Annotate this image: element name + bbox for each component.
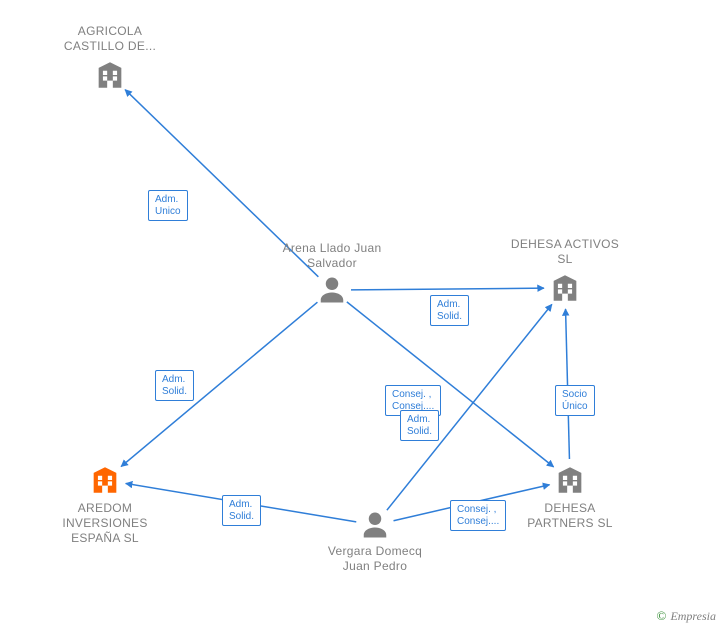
- node-label: AREDOM INVERSIONES ESPAÑA SL: [50, 501, 160, 546]
- building-icon: [93, 58, 127, 92]
- graph-edge: [566, 309, 570, 459]
- graph-edge: [347, 302, 554, 467]
- graph-node[interactable]: AREDOM INVERSIONES ESPAÑA SL: [50, 463, 160, 546]
- edge-label: Adm. Solid.: [400, 410, 439, 441]
- node-label: Arena Llado Juan Salvador: [277, 241, 387, 271]
- person-icon: [317, 275, 347, 305]
- edge-label: Consej. , Consej....: [450, 500, 506, 531]
- node-label: Vergara Domecq Juan Pedro: [320, 544, 430, 574]
- copyright-symbol: ©: [657, 608, 667, 624]
- watermark: © Empresia: [657, 608, 716, 624]
- brand-name: Empresia: [670, 609, 716, 624]
- edge-label: Adm. Solid.: [222, 495, 261, 526]
- person-icon: [360, 510, 390, 540]
- edge-label: Adm. Unico: [148, 190, 188, 221]
- edge-label: Adm. Solid.: [155, 370, 194, 401]
- building-icon: [553, 463, 587, 497]
- node-label: AGRICOLA CASTILLO DE...: [55, 24, 165, 54]
- graph-node[interactable]: Arena Llado Juan Salvador: [277, 241, 387, 305]
- building-icon: [548, 271, 582, 305]
- node-label: DEHESA ACTIVOS SL: [510, 237, 620, 267]
- building-icon: [88, 463, 122, 497]
- graph-edge: [121, 302, 317, 466]
- graph-node[interactable]: DEHESA ACTIVOS SL: [510, 237, 620, 305]
- graph-node[interactable]: AGRICOLA CASTILLO DE...: [55, 24, 165, 92]
- graph-node[interactable]: Vergara Domecq Juan Pedro: [320, 510, 430, 574]
- edge-label: Adm. Solid.: [430, 295, 469, 326]
- edge-label: Socio Único: [555, 385, 595, 416]
- graph-node[interactable]: DEHESA PARTNERS SL: [515, 463, 625, 531]
- node-label: DEHESA PARTNERS SL: [515, 501, 625, 531]
